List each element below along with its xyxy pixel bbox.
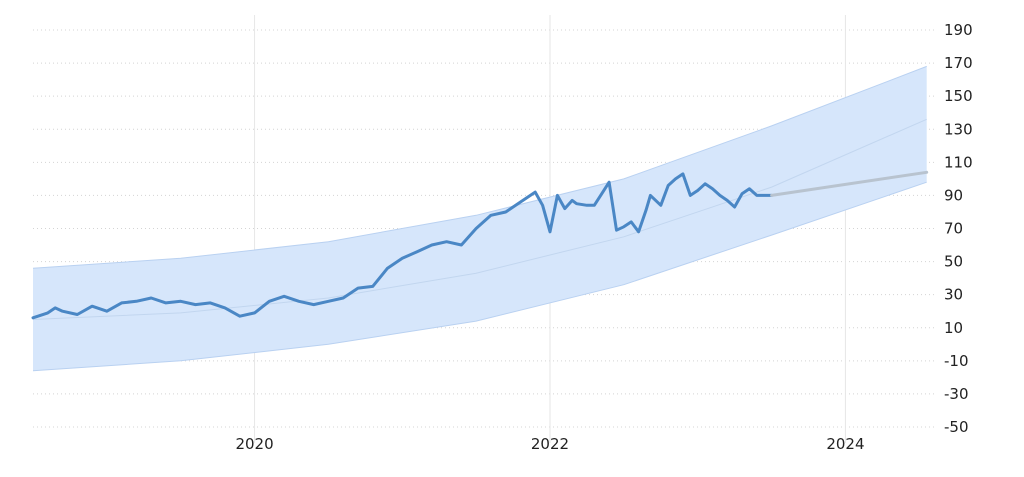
y-tick-label: 50	[944, 253, 963, 271]
y-tick-label: 30	[944, 286, 963, 304]
series-line-forecast	[770, 170, 929, 197]
series-line-main	[31, 172, 774, 320]
y-axis-ticks: 190 170 150 130 110 90 70 50 30 10 -10 -30 -50	[944, 21, 973, 436]
x-tick-label: 2024	[826, 435, 864, 453]
y-tick-label: 90	[944, 186, 963, 204]
x-axis-ticks: 2020 2022 2024	[235, 435, 864, 453]
y-tick-label: 110	[944, 153, 973, 171]
y-tick-label: -50	[944, 418, 969, 436]
y-tick-label: 10	[944, 319, 963, 337]
series-lines	[31, 170, 929, 320]
y-tick-label: -10	[944, 352, 969, 370]
confidence-band	[32, 65, 927, 372]
y-tick-label: -30	[944, 385, 969, 403]
y-tick-label: 150	[944, 87, 973, 105]
x-tick-label: 2020	[235, 435, 273, 453]
band-area	[33, 66, 927, 371]
y-tick-label: 170	[944, 54, 973, 72]
y-tick-label: 190	[944, 21, 973, 39]
trend-polyline	[32, 118, 927, 320]
trend-line	[32, 118, 927, 320]
y-tick-label: 70	[944, 220, 963, 238]
band-upper-edge	[32, 65, 927, 269]
band-lower-edge	[32, 181, 927, 372]
y-tick-label: 130	[944, 120, 973, 138]
x-tick-label: 2022	[531, 435, 569, 453]
